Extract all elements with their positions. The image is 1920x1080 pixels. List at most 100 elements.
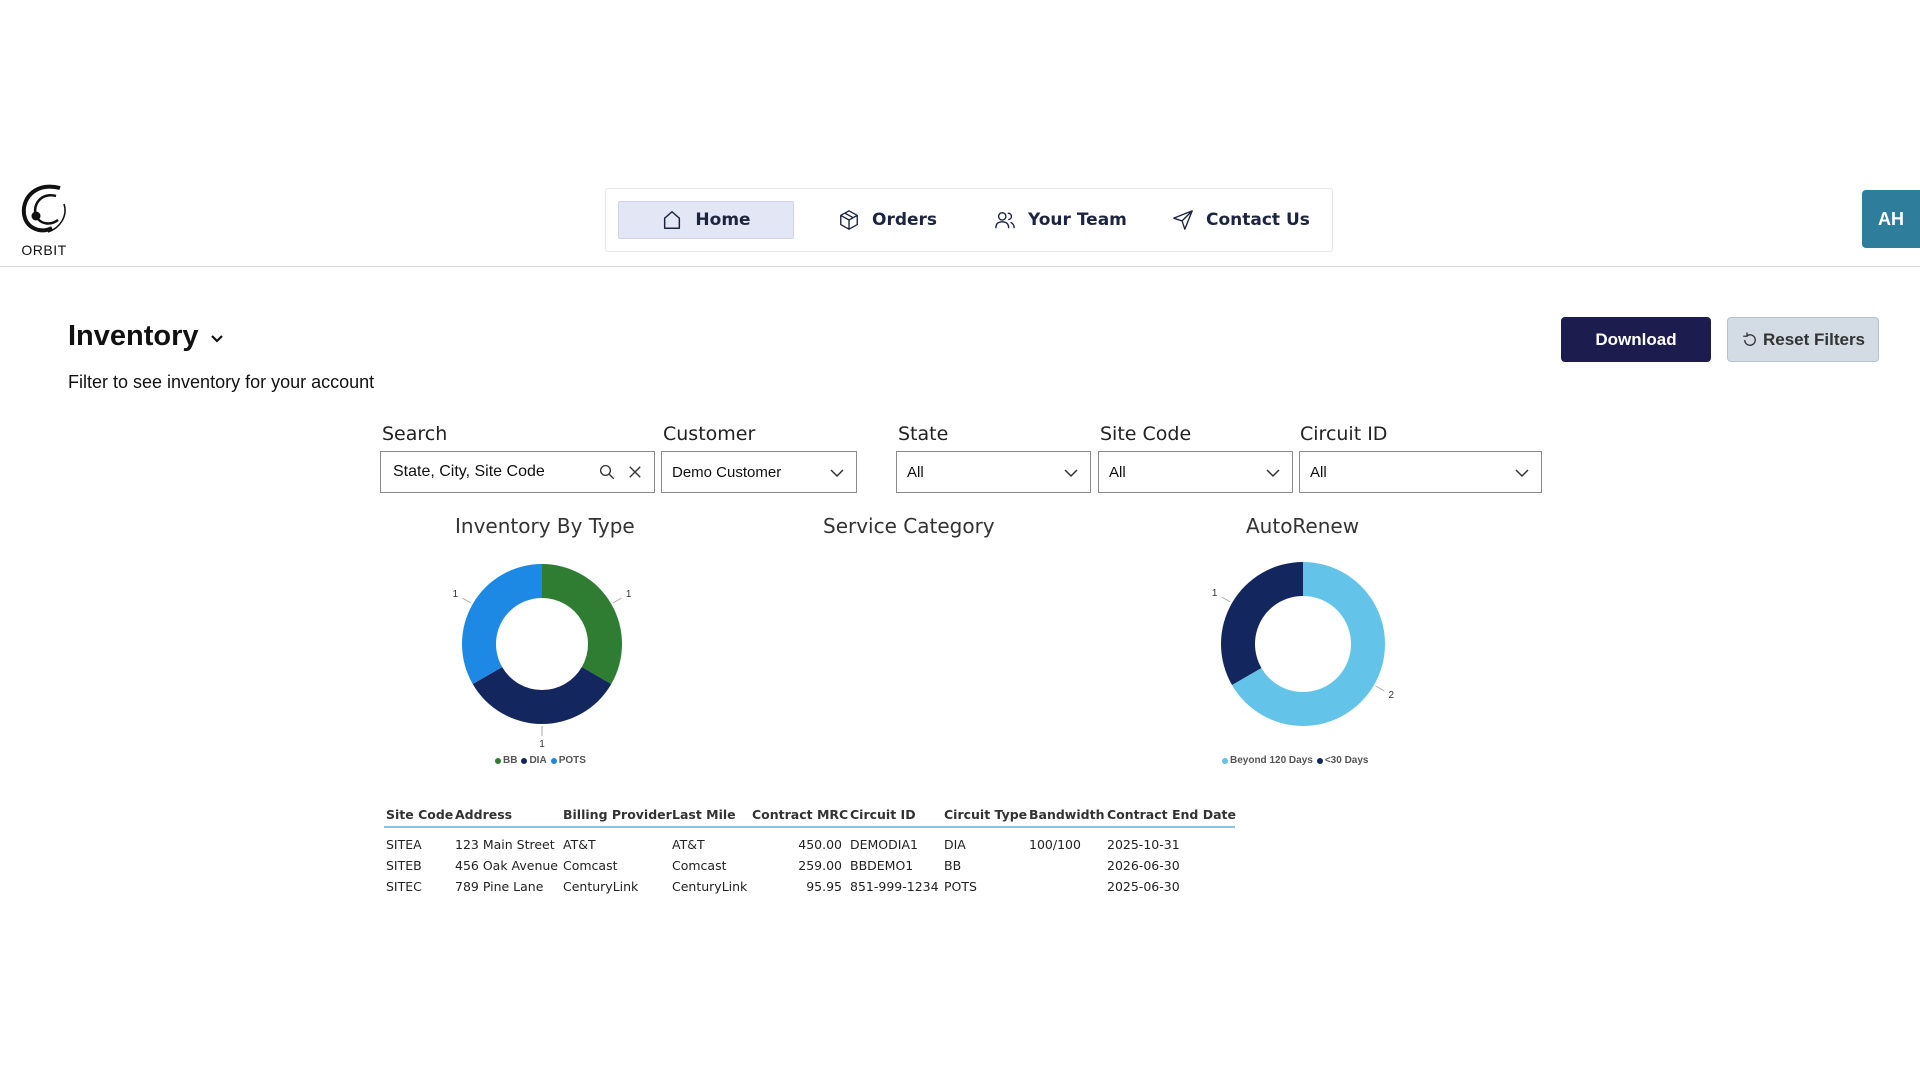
slice-pots[interactable] (462, 564, 542, 684)
top-header: ORBIT Home Orders Your Team Contact Us A… (0, 170, 1920, 267)
cell-contract-end-date: 2025-06-30 (1107, 879, 1180, 894)
cell-circuit-type: BB (944, 858, 962, 873)
site-code-select[interactable]: All (1098, 451, 1293, 493)
cell-circuit-id: DEMODIA1 (850, 837, 918, 852)
cell-bandwidth: 100/100 (1029, 837, 1081, 852)
nav-your-team[interactable]: Your Team (994, 201, 1127, 239)
column-header-address[interactable]: Address (455, 806, 513, 822)
column-header-circuit-type[interactable]: Circuit Type (944, 806, 1028, 822)
column-header-billing-provider[interactable]: Billing Provider (563, 806, 672, 822)
nav-home-label: Home (695, 210, 751, 230)
data-label-leader (1221, 596, 1231, 603)
slice-dia[interactable] (472, 667, 612, 724)
state-select[interactable]: All (896, 451, 1091, 493)
circuit-id-value: All (1310, 463, 1327, 481)
circuit-id-label: Circuit ID (1300, 423, 1388, 445)
slice-bb[interactable] (542, 564, 622, 684)
column-header-circuit-id[interactable]: Circuit ID (850, 806, 916, 822)
column-header-site-code[interactable]: Site Code (386, 806, 454, 822)
legend-label: POTS (558, 755, 586, 766)
table-header: Site Code Address Billing Provider Last Mil… (384, 802, 1236, 828)
main-nav: Home Orders Your Team Contact Us (605, 188, 1333, 252)
legend-label: <30 Days (1324, 755, 1369, 766)
chevron-down-icon (1515, 469, 1529, 478)
column-header-contract-mrc[interactable]: Contract MRC (752, 806, 849, 822)
clear-icon[interactable] (626, 463, 644, 481)
cell-billing-provider: CenturyLink (563, 879, 639, 894)
column-header-contract-end-date[interactable]: Contract End Date (1107, 806, 1236, 822)
nav-contact-us[interactable]: Contact Us (1172, 201, 1310, 239)
logo-text: ORBIT (21, 242, 67, 258)
chevron-down-icon (1266, 469, 1280, 478)
inventory-by-type-title: Inventory By Type (455, 514, 635, 538)
user-avatar[interactable]: AH (1862, 190, 1920, 248)
legend-item-bb[interactable]: BB (495, 755, 517, 766)
search-icon[interactable] (598, 463, 616, 481)
cell-last-mile: AT&T (672, 837, 705, 852)
search-field (380, 451, 655, 493)
chevron-down-icon (1064, 469, 1078, 478)
cell-contract-end-date: 2026-06-30 (1107, 858, 1180, 873)
cell-circuit-id: BBDEMO1 (850, 858, 914, 873)
cell-contract-mrc: 450.00 (798, 837, 842, 852)
data-label-bb: 1 (626, 589, 632, 600)
cell-circuit-type: DIA (944, 837, 966, 852)
send-icon (1173, 210, 1193, 230)
page-subtitle: Filter to see inventory for your account (68, 372, 375, 392)
slice-30-days[interactable] (1221, 562, 1303, 685)
download-button[interactable]: Download (1561, 317, 1711, 362)
data-label-pots: 1 (453, 589, 459, 600)
page-title[interactable]: Inventory (68, 320, 225, 353)
customer-label: Customer (663, 423, 756, 445)
cell-circuit-id: 851-999-1234 (850, 879, 939, 894)
cell-last-mile: Comcast (672, 858, 727, 873)
autorenew-chart: 21 (1212, 562, 1395, 726)
autorenew-title: AutoRenew (1246, 514, 1360, 538)
page-title-text: Inventory (68, 320, 199, 352)
search-input[interactable] (393, 463, 593, 481)
column-header-bandwidth[interactable]: Bandwidth (1029, 806, 1105, 822)
legend-label: Beyond 120 Days (1230, 755, 1313, 766)
slice-beyond-120-days[interactable] (1231, 562, 1385, 726)
cell-last-mile: CenturyLink (672, 879, 748, 894)
column-header-last-mile[interactable]: Last Mile (672, 806, 736, 822)
legend-label: DIA (529, 755, 547, 766)
service-category-title: Service Category (823, 514, 995, 538)
nav-home[interactable]: Home (618, 201, 794, 239)
legend-dot (495, 757, 501, 764)
cell-billing-provider: AT&T (563, 837, 596, 852)
legend-item-30-days[interactable]: <30 Days (1316, 755, 1369, 766)
state-value: All (907, 463, 924, 481)
legend-item-beyond-120-days[interactable]: Beyond 120 Days (1222, 755, 1313, 766)
nav-orders[interactable]: Orders (838, 201, 937, 239)
nav-contact-us-label: Contact Us (1206, 210, 1310, 230)
search-label: Search (382, 423, 448, 445)
circuit-id-select[interactable]: All (1299, 451, 1542, 493)
legend-dot (521, 757, 528, 764)
cell-circuit-type: POTS (944, 879, 977, 894)
reset-filters-button[interactable]: Reset Filters (1727, 317, 1879, 362)
cell-site-code: SITEB (386, 858, 422, 873)
nav-your-team-label: Your Team (1028, 210, 1127, 230)
inventory-by-type-legend: BB DIA POTS (495, 755, 586, 766)
cell-site-code: SITEA (386, 837, 422, 852)
data-label-dia: 1 (539, 739, 545, 748)
home-icon (664, 211, 681, 229)
orbit-logo[interactable]: ORBIT (16, 182, 72, 260)
legend-item-pots[interactable]: POTS (550, 755, 586, 766)
table-row[interactable]: SITEC 789 Pine Lane CenturyLink CenturyLink… (384, 876, 1235, 897)
cell-billing-provider: Comcast (563, 858, 618, 873)
table-row[interactable]: SITEB 456 Oak Avenue Comcast Comcast 259.00 B… (384, 855, 1235, 876)
customer-select[interactable]: Demo Customer (661, 451, 857, 493)
state-label: State (898, 423, 949, 445)
table-row[interactable]: SITEA 123 Main Street AT&T AT&T 450.00 DEMODI… (384, 834, 1235, 855)
cell-address: 789 Pine Lane (455, 879, 544, 894)
site-code-label: Site Code (1100, 423, 1192, 445)
legend-item-dia[interactable]: DIA (521, 755, 547, 766)
refresh-icon (1743, 332, 1756, 346)
box-icon (840, 210, 858, 230)
orbit-logo-icon (21, 184, 66, 233)
users-icon (995, 211, 1015, 229)
inventory-table: Site Code Address Billing Provider Last Mil… (384, 802, 1236, 897)
reset-filters-label: Reset Filters (1762, 329, 1866, 349)
